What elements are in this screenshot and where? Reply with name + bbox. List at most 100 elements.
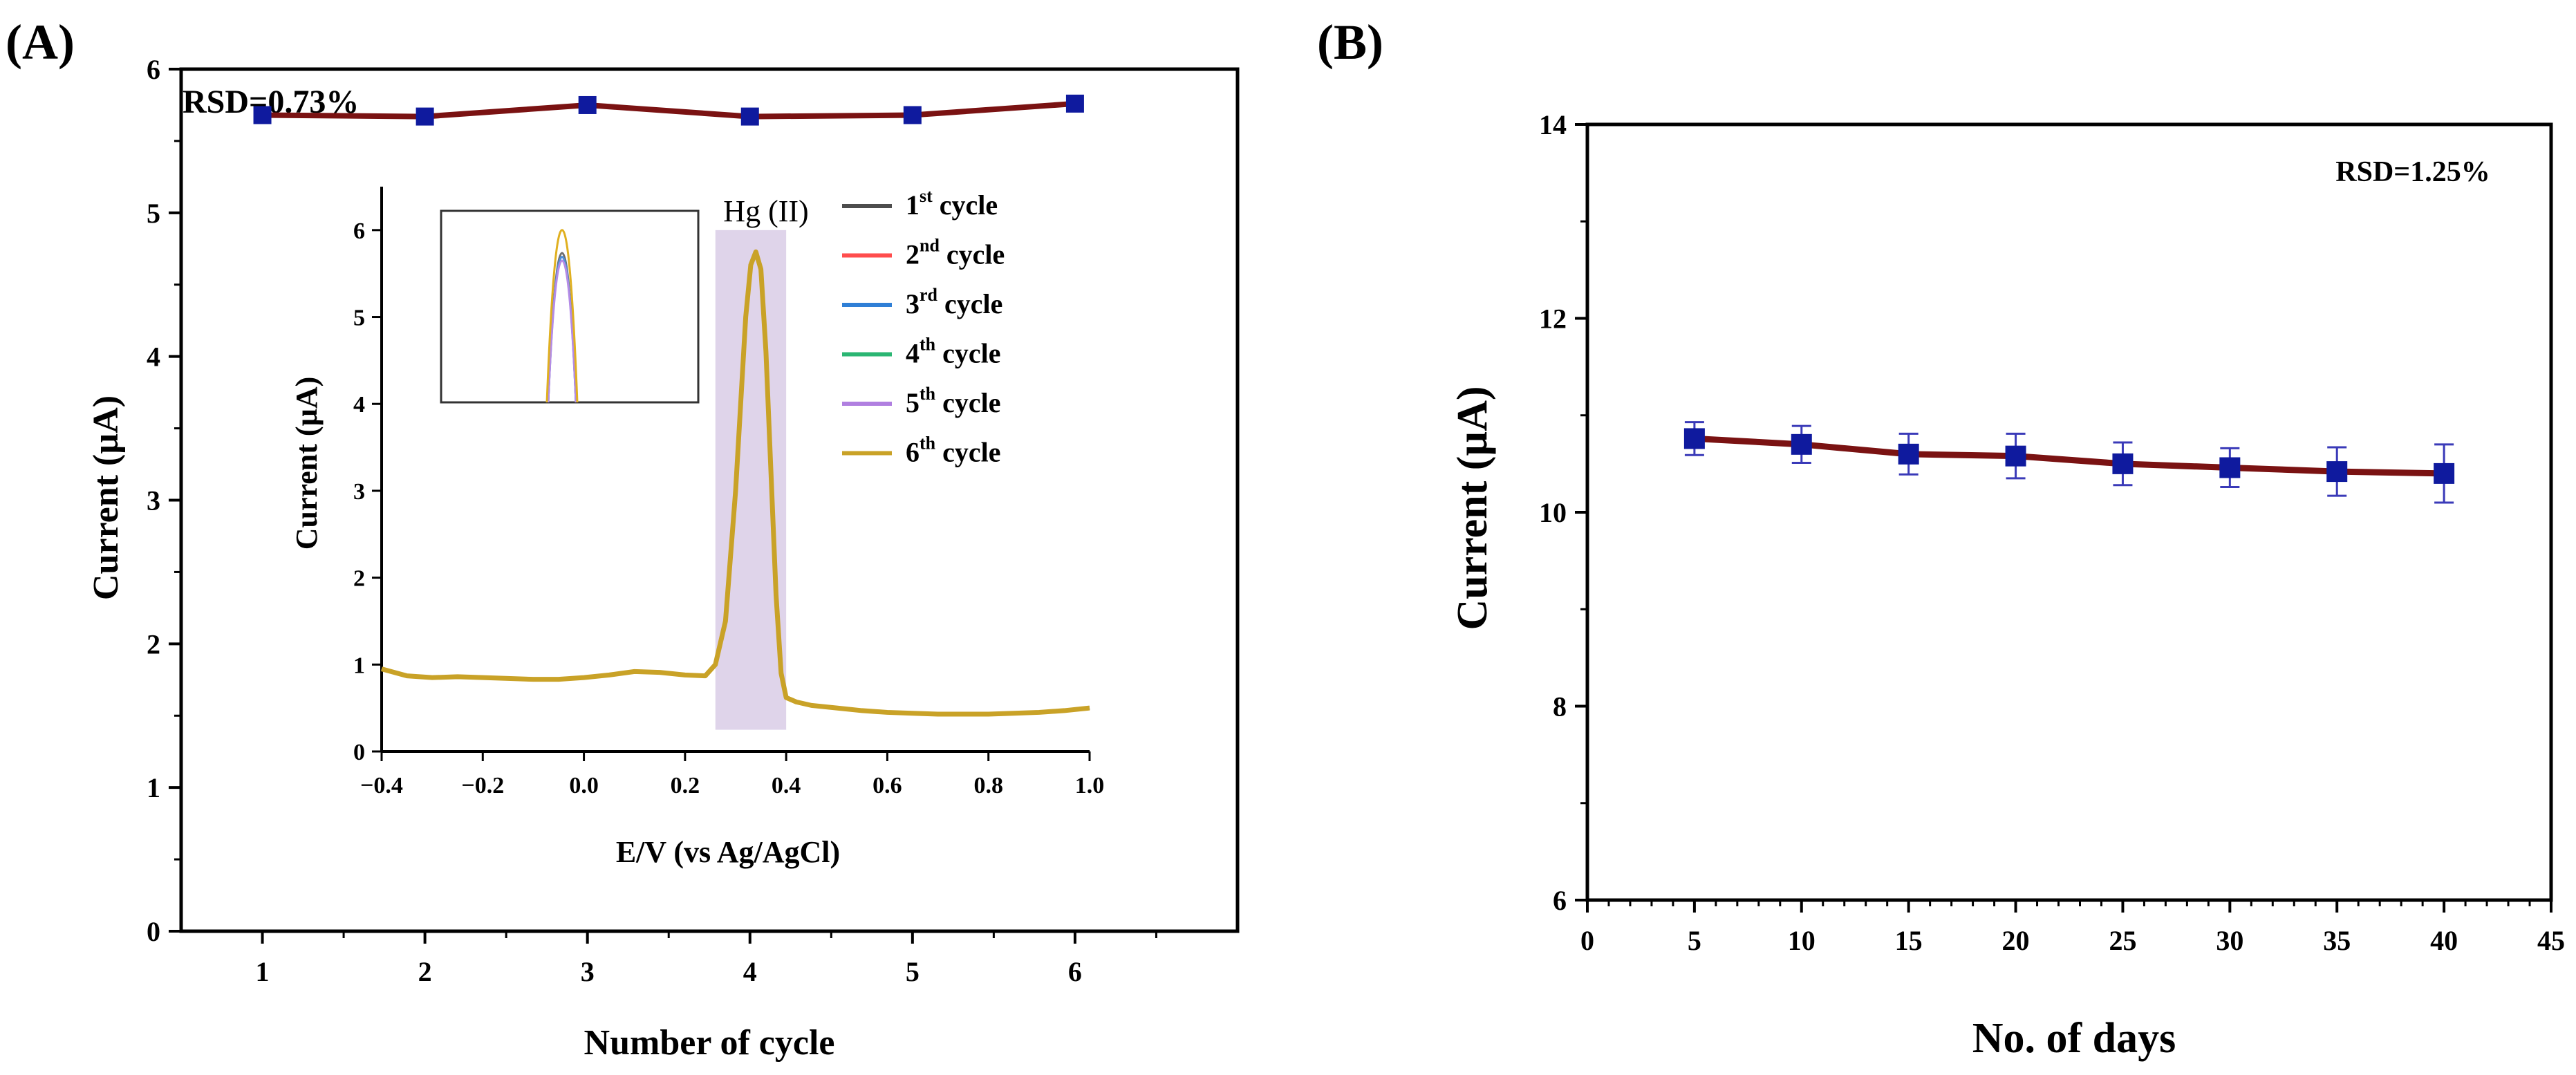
panel-a: (A) 1 2 3 4 5 6 0 1 2 3 4 5 6 Number of cycle Curre… [6, 15, 1240, 1063]
panel-b-x-tick-label: 35 [2323, 925, 2351, 956]
panel-a-plot-area [179, 67, 1240, 933]
legend-label-cycle-1: 1st cycle [906, 186, 998, 221]
inset-x-tick-label: 0.8 [973, 773, 1003, 798]
panel-b-x-tick-label: 0 [1580, 925, 1594, 956]
panel-b-x-tick-label: 40 [2430, 925, 2458, 956]
inset-zoom-peak-yellow [545, 229, 579, 403]
legend-suffix: cycle [935, 387, 1000, 418]
legend-number: 5 [906, 387, 920, 418]
panel-b-y-tick-label: 14 [1539, 109, 1567, 140]
panel-b-y-tick-label: 8 [1553, 691, 1567, 722]
panel-b-rsd-annotation: RSD=1.25% [2335, 156, 2490, 188]
legend-superscript: th [920, 335, 936, 355]
panel-a-data-point [903, 106, 922, 124]
inset-x-tick-label: 0.2 [671, 773, 700, 798]
inset-x-axis-title: E/V (vs Ag/AgCl) [616, 835, 840, 869]
inset-x-tick-label: −0.4 [360, 773, 403, 798]
panel-a-data-point [416, 107, 434, 126]
panel-a-x-tick-label: 2 [418, 956, 432, 987]
panel-b-x-axis-title: No. of days [1972, 1015, 2176, 1062]
legend-number: 6 [906, 437, 920, 468]
inset-y-tick-label: 5 [353, 306, 365, 331]
panel-b-x-tick-label: 25 [2109, 925, 2136, 956]
inset-highlight-label: Hg (II) [723, 194, 808, 228]
panel-b-x-tick-label: 10 [1788, 925, 1816, 956]
inset-x-tick-label: 0.6 [872, 773, 902, 798]
legend-number: 4 [906, 338, 920, 369]
legend-superscript: th [920, 384, 936, 404]
panel-a-frame [179, 67, 1240, 933]
inset-axes [380, 187, 1090, 753]
inset-highlight-band [715, 230, 787, 730]
legend-suffix: cycle [940, 239, 1005, 270]
panel-a-x-tick-label: 5 [906, 956, 920, 987]
panel-a-y-tick-label: 2 [147, 628, 160, 660]
inset-x-tick-label: −0.2 [461, 773, 504, 798]
panel-b-y-tick-label: 6 [1553, 885, 1567, 916]
legend-label-cycle-6: 6th cycle [906, 433, 1001, 468]
inset-y-axis-title: Current (µA) [290, 377, 324, 550]
panel-a-y-tick-label: 5 [147, 198, 160, 229]
panel-a-series-line [262, 100, 1076, 120]
panel-b-label: (B) [1317, 15, 1383, 70]
inset-y-tick-label: 1 [353, 653, 365, 678]
legend-label-cycle-4: 4th cycle [906, 335, 1001, 369]
panel-b-x-tick-label: 15 [1895, 925, 1923, 956]
inset-y-tick-label: 6 [353, 218, 365, 244]
legend-suffix: cycle [937, 288, 1002, 319]
panel-a-label: (A) [6, 15, 75, 70]
panel-b-data-point [1791, 433, 1812, 455]
legend-superscript: st [920, 186, 933, 206]
inset-curve [381, 249, 1090, 717]
panel-a-x-axis-title: Number of cycle [584, 1023, 835, 1063]
panel-b-series-line [1694, 435, 2445, 477]
legend-superscript: nd [920, 236, 940, 256]
panel-a-x-tick-label: 6 [1068, 956, 1082, 987]
panel-a-inset: Hg (II) −0.4 −0.2 0.0 0.2 0.4 0.6 0.8 1.0 0 1 2 3 4… [290, 186, 1104, 869]
legend-number: 2 [906, 239, 920, 270]
panel-a-x-tick-label: 3 [581, 956, 595, 987]
panel-a-y-tick-label: 1 [147, 772, 160, 803]
panel-a-y-tick-label: 0 [147, 916, 160, 947]
panel-a-y-axis-title: Current (µA) [86, 395, 126, 600]
panel-a-x-ticks: 1 2 3 4 5 6 [256, 931, 1157, 987]
legend-suffix: cycle [933, 189, 998, 221]
legend-suffix: cycle [935, 437, 1000, 468]
legend-suffix: cycle [935, 338, 1000, 369]
inset-highlight-rect [715, 230, 787, 730]
panel-b-data-point [2219, 457, 2241, 478]
panel-a-x-tick-label: 4 [743, 956, 757, 987]
panel-a-data-point [578, 95, 597, 114]
panel-b-x-tick-label: 30 [2216, 925, 2243, 956]
inset-zoom-box [440, 209, 700, 404]
inset-y-tick-label: 3 [353, 479, 365, 505]
legend-label-cycle-3: 3rd cycle [906, 285, 1002, 319]
inset-zoom-peak-purple [547, 259, 577, 403]
panel-b-x-tick-label: 45 [2537, 925, 2565, 956]
panel-b-x-tick-label: 20 [2002, 925, 2030, 956]
panel-b-x-ticks: 0 5 10 15 20 25 30 35 40 45 [1580, 900, 2565, 956]
panel-b-frame [1585, 122, 2553, 902]
inset-x-ticks: −0.4 −0.2 0.0 0.2 0.4 0.6 0.8 1.0 [360, 751, 1104, 798]
panel-a-data-point [740, 107, 759, 126]
inset-y-tick-label: 4 [353, 392, 365, 418]
legend-superscript: th [920, 433, 936, 454]
panel-a-y-tick-label: 6 [147, 54, 160, 85]
panel-b-y-ticks: 6 8 10 12 14 [1539, 109, 1587, 916]
panel-b-data-point [2112, 453, 2134, 474]
panel-b-plot-area [1585, 122, 2553, 902]
panel-a-data-point [1065, 94, 1084, 113]
legend-label-cycle-2: 2nd cycle [906, 236, 1005, 270]
panel-b-data-point [2326, 461, 2348, 483]
inset-curve-cycle-6 [381, 249, 1090, 717]
inset-y-ticks: 0 1 2 3 4 5 6 [353, 218, 382, 765]
inset-x-tick-label: 1.0 [1075, 773, 1105, 798]
panel-a-y-tick-label: 4 [147, 342, 160, 373]
legend-number: 1 [906, 189, 920, 221]
inset-y-tick-label: 2 [353, 566, 365, 592]
legend-number: 3 [906, 288, 920, 319]
panel-a-data-point [253, 106, 272, 124]
panel-b: (B) 0 5 10 15 20 25 30 35 40 45 6 8 10 12 14 No. of d… [1317, 15, 2565, 1062]
